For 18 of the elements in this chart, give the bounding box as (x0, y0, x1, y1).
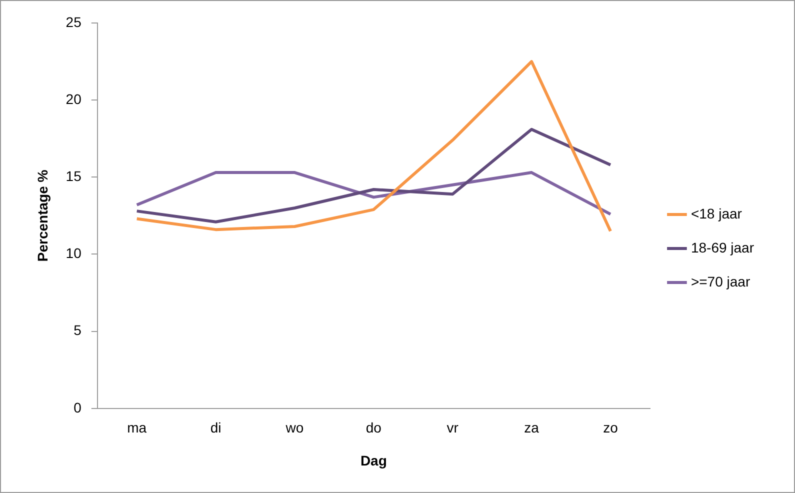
x-axis-title: Dag (360, 452, 387, 468)
x-tick-label: ma (127, 420, 147, 436)
y-tick-label: 15 (66, 168, 82, 184)
legend-label: >=70 jaar (690, 273, 750, 290)
legend-label: 18-69 jaar (690, 239, 754, 256)
y-tick-label: 10 (66, 245, 82, 262)
y-tick-label: 20 (66, 90, 82, 107)
x-tick-label: za (524, 420, 540, 436)
x-tick-label: do (366, 420, 382, 436)
legend-label: <18 jaar (690, 205, 742, 222)
x-tick-label: vr (446, 420, 459, 436)
x-tick-label: wo (284, 420, 304, 436)
x-tick-label: zo (603, 420, 618, 436)
y-tick-label: 25 (66, 14, 82, 30)
y-tick-label: 0 (74, 399, 82, 416)
x-tick-label: di (210, 420, 222, 436)
y-axis-title: Percentage % (34, 169, 50, 262)
y-tick-label: 5 (74, 322, 82, 338)
